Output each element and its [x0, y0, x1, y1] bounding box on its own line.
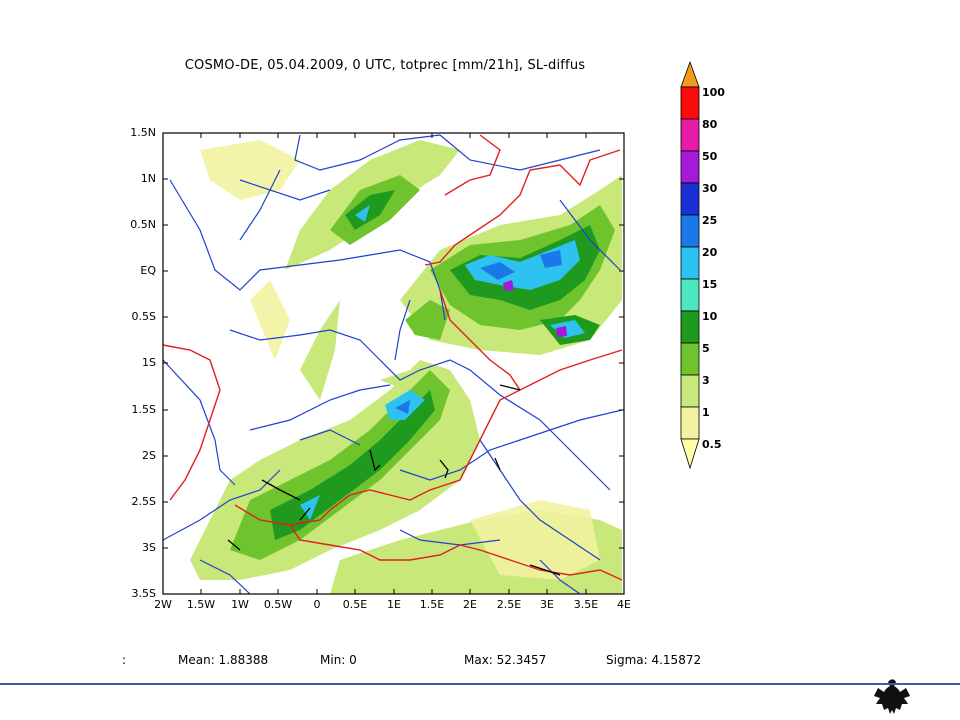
precip-field-extreme [395, 250, 562, 414]
colorbar-box-80 [680, 118, 700, 152]
x-tick-label: 1.5E [419, 598, 445, 611]
colorbar-box-25 [680, 214, 700, 248]
borders [163, 134, 623, 581]
colorbar [680, 60, 700, 470]
stats-min: Min: 0 [320, 653, 357, 667]
colorbar-label: 100 [702, 86, 725, 99]
colorbar-box-20 [680, 246, 700, 280]
colorbar-box-5 [680, 342, 700, 376]
colorbar-label: 80 [702, 118, 718, 131]
y-tick-label: 1N [140, 172, 156, 185]
y-tick-label: 2.5S [131, 495, 156, 508]
colorbar-label: 5 [702, 342, 710, 355]
stats-sigma: Sigma: 4.15872 [606, 653, 702, 667]
colorbar-box-3 [680, 374, 700, 408]
x-tick-label: 1.5W [186, 598, 216, 611]
footer-divider [0, 683, 960, 685]
lakes [227, 384, 561, 576]
colorbar-box-15 [680, 278, 700, 312]
x-tick-label: 2W [154, 598, 172, 611]
stats-max: Max: 52.3457 [464, 653, 547, 667]
y-tick-label: 3S [142, 541, 156, 554]
colorbar-label: 25 [702, 214, 718, 227]
axis-ticks [162, 132, 625, 595]
colorbar-box-50 [680, 150, 700, 184]
rivers [163, 134, 623, 594]
colorbar-label: 1 [702, 406, 710, 419]
chart-title: COSMO-DE, 05.04.2009, 0 UTC, totprec [mm… [184, 58, 586, 73]
x-tick-label: 0 [313, 598, 321, 611]
precip-field-peak [503, 280, 567, 337]
colorbar-box-30 [680, 182, 700, 216]
x-tick-label: 2E [463, 598, 477, 611]
precip-field-yellow [200, 140, 600, 580]
stats-prefix: : [122, 653, 127, 667]
colorbar-label: 15 [702, 278, 718, 291]
x-tick-label: 3E [540, 598, 554, 611]
colorbar-label: 30 [702, 182, 718, 195]
colorbar-bottom-arrow [680, 438, 700, 470]
colorbar-box-1 [680, 406, 700, 440]
x-tick-label: 3.5E [573, 598, 599, 611]
colorbar-box-10 [680, 310, 700, 344]
x-tick-label: 4E [617, 598, 631, 611]
y-tick-label: 1.5N [130, 126, 156, 139]
y-tick-label: 0.5N [130, 218, 156, 231]
x-tick-label: 0.5W [263, 598, 293, 611]
colorbar-box-100 [680, 86, 700, 120]
y-tick-label: 3.5S [131, 587, 156, 600]
colorbar-label: 20 [702, 246, 718, 259]
y-tick-label: 2S [142, 449, 156, 462]
y-tick-label: EQ [140, 264, 156, 277]
stats-mean: Mean: 1.88388 [178, 653, 269, 667]
y-tick-label: 1S [142, 356, 156, 369]
y-tick-label: 0.5S [131, 310, 156, 323]
colorbar-label: 3 [702, 374, 710, 387]
x-tick-label: 1E [387, 598, 401, 611]
x-tick-label: 1W [231, 598, 249, 611]
x-tick-label: 2.5E [496, 598, 522, 611]
x-tick-label: 0.5E [342, 598, 368, 611]
eagle-icon [874, 679, 910, 714]
colorbar-top-arrow [680, 60, 700, 88]
colorbar-label: 0.5 [702, 438, 722, 451]
colorbar-label: 50 [702, 150, 718, 163]
colorbar-label: 10 [702, 310, 718, 323]
y-tick-label: 1.5S [131, 403, 156, 416]
